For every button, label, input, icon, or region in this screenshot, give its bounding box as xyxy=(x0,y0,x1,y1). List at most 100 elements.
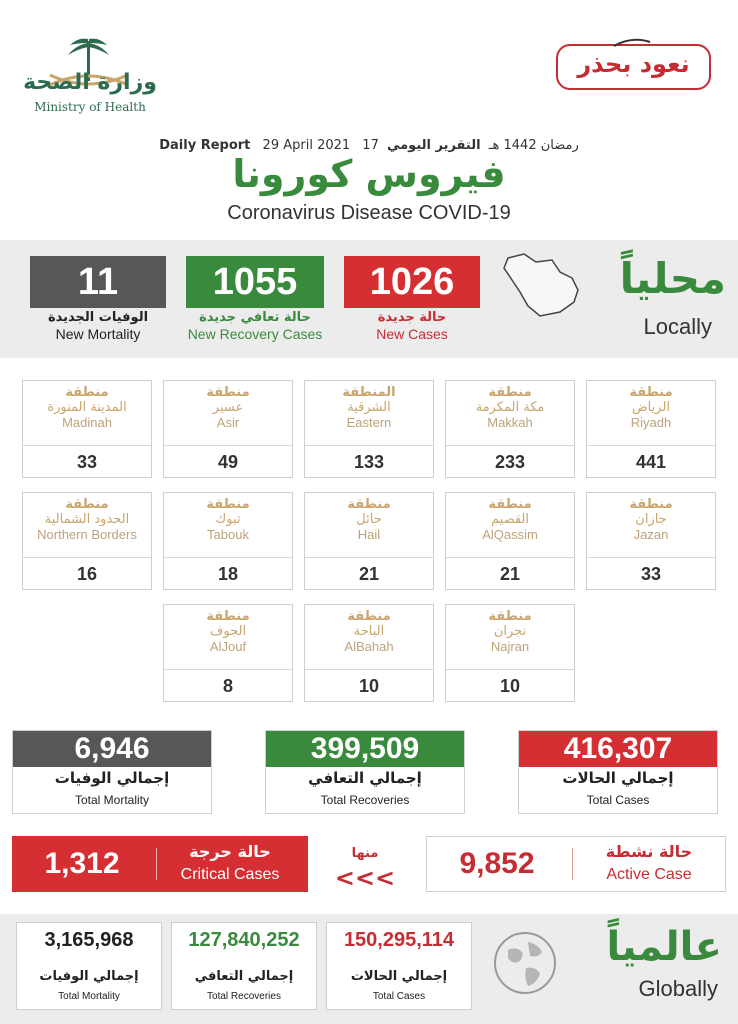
active-cases-value: 9,852 xyxy=(459,847,535,880)
global-recoveries-card: 127,840,252 إجمالي التعافي Total Recover… xyxy=(171,922,317,1010)
globally-heading-en: Globally xyxy=(638,976,718,1001)
region-count: 21 xyxy=(446,557,574,589)
region-name-en: AlQassim xyxy=(482,527,538,542)
region-card-makkah: منطقة مكة المكرمة Makkah 233 xyxy=(445,380,575,478)
region-name-en: Eastern xyxy=(346,415,392,430)
new-mortality-value: 11 xyxy=(30,256,166,308)
region-card-jazan: منطقة جازان Jazan 33 xyxy=(586,492,716,590)
region-card-aljouf: منطقة الجوف AlJouf 8 xyxy=(163,604,293,702)
region-count: 10 xyxy=(305,669,433,701)
divider xyxy=(156,848,157,880)
region-card-tabouk: منطقة تبوك Tabouk 18 xyxy=(163,492,293,590)
global-recoveries-label-ar: إجمالي التعافي xyxy=(194,969,294,984)
region-word: منطقة xyxy=(488,609,532,624)
region-word: منطقة xyxy=(488,385,532,400)
chevrons-left-icon: <<< xyxy=(334,864,396,892)
total-mortality-label-ar: إجمالي الوفيات xyxy=(54,769,170,787)
region-name-en: Riyadh xyxy=(630,415,672,430)
region-name-ar: تبوك xyxy=(215,512,241,527)
region-name-en: Madinah xyxy=(62,415,112,430)
page-title-en: Coronavirus Disease COVID-19 xyxy=(227,202,511,224)
ministry-name-en: Ministry of Health xyxy=(34,100,146,114)
region-name-en: Tabouk xyxy=(207,527,249,542)
total-cases-label-ar: إجمالي الحالات xyxy=(562,769,674,787)
region-name-ar: الرياض xyxy=(631,400,671,415)
campaign-badge xyxy=(556,44,711,90)
global-mortality-value: 3,165,968 xyxy=(44,929,134,951)
saudi-map-icon xyxy=(503,253,579,317)
new-cases-label-ar: حالة جديدة xyxy=(377,310,447,325)
critical-cases-value: 1,312 xyxy=(44,847,120,880)
global-cases-card: 150,295,114 إجمالي الحالات Total Cases xyxy=(326,922,472,1010)
ministry-logo-icon xyxy=(49,38,129,87)
region-card-northern-borders: منطقة الحدود الشمالية Northern Borders 1… xyxy=(22,492,152,590)
locally-heading-ar: محلياً xyxy=(619,254,726,303)
report-label-en: Daily Report xyxy=(159,138,251,153)
region-count: 49 xyxy=(164,445,292,477)
report-label-ar: التقرير اليومي xyxy=(386,138,481,153)
total-cases-value: 416,307 xyxy=(519,731,717,767)
region-name-ar: حائل xyxy=(356,512,382,527)
region-name-en: Hail xyxy=(357,527,381,542)
region-name-en: Najran xyxy=(490,639,530,654)
region-word: منطقة xyxy=(206,609,250,624)
total-mortality-card: 6,946 إجمالي الوفيات Total Mortality xyxy=(12,730,212,814)
region-name-ar: المدينة المنورة xyxy=(47,400,127,415)
report-date-hijri: 17 رمضان 1442 هـ xyxy=(362,138,579,153)
region-word: منطقة xyxy=(206,385,250,400)
new-cases-value: 1026 xyxy=(344,256,480,308)
region-word: منطقة xyxy=(65,385,109,400)
critical-cases-label-ar: حالة حرجة xyxy=(189,842,271,861)
region-word: منطقة xyxy=(629,497,673,512)
total-cases-label-en: Total Cases xyxy=(586,793,650,807)
global-cases-value: 150,295,114 xyxy=(343,929,455,951)
total-cases-card: 416,307 إجمالي الحالات Total Cases xyxy=(518,730,718,814)
region-card-alqassim: منطقة القصيم AlQassim 21 xyxy=(445,492,575,590)
total-mortality-label-en: Total Mortality xyxy=(74,793,150,807)
campaign-slogan: نعود بحذر xyxy=(577,50,690,78)
swoosh-icon xyxy=(613,38,651,47)
new-mortality-label-ar: الوفيات الجديدة xyxy=(47,310,149,325)
global-mortality-card: 3,165,968 إجمالي الوفيات Total Mortality xyxy=(16,922,162,1010)
region-count: 33 xyxy=(587,557,715,589)
global-mortality-label-en: Total Mortality xyxy=(58,991,120,1002)
region-word: منطقة xyxy=(347,609,391,624)
active-cases-label-en: Active Case xyxy=(606,866,692,883)
region-count: 10 xyxy=(446,669,574,701)
region-count: 33 xyxy=(23,445,151,477)
region-name-ar: القصيم xyxy=(491,512,529,527)
report-date-line: Daily Report 29 April 2021 17 رمضان 1442… xyxy=(0,138,738,153)
region-name-en: Asir xyxy=(216,415,240,430)
region-card-riyadh: منطقة الرياض Riyadh 441 xyxy=(586,380,716,478)
region-name-en: Jazan xyxy=(633,527,669,542)
region-word: منطقة xyxy=(65,497,109,512)
region-name-ar: نجران xyxy=(493,624,527,639)
new-recovery-value: 1055 xyxy=(186,256,324,308)
region-name-en: AlJouf xyxy=(209,639,247,654)
report-date-gregorian: 29 April 2021 xyxy=(262,138,351,153)
region-count: 133 xyxy=(305,445,433,477)
region-count: 21 xyxy=(305,557,433,589)
page-title-ar: فيروس كورونا xyxy=(232,152,506,196)
total-recoveries-label-en: Total Recoveries xyxy=(320,793,410,807)
region-name-ar: جازان xyxy=(635,512,667,527)
region-count: 8 xyxy=(164,669,292,701)
new-recovery-label-en: New Recovery Cases xyxy=(187,326,323,342)
region-card-asir: منطقة عسير Asir 49 xyxy=(163,380,293,478)
active-cases-card xyxy=(426,836,726,892)
globe-icon xyxy=(494,932,556,994)
global-cases-label-ar: إجمالي الحالات xyxy=(350,969,448,984)
region-word: المنطقة xyxy=(342,385,396,400)
global-recoveries-value: 127,840,252 xyxy=(188,929,300,951)
global-recoveries-label-en: Total Recoveries xyxy=(207,991,281,1002)
locally-heading-en: Locally xyxy=(643,314,712,339)
total-mortality-value: 6,946 xyxy=(13,731,211,767)
region-count: 233 xyxy=(446,445,574,477)
region-word: منطقة xyxy=(488,497,532,512)
region-name-ar: الجوف xyxy=(209,624,247,639)
new-cases-label-en: New Cases xyxy=(376,326,448,342)
critical-cases-label-en: Critical Cases xyxy=(180,866,280,883)
region-card-najran: منطقة نجران Najran 10 xyxy=(445,604,575,702)
critical-cases-card xyxy=(12,836,308,892)
of-which-label: منها xyxy=(351,846,379,861)
